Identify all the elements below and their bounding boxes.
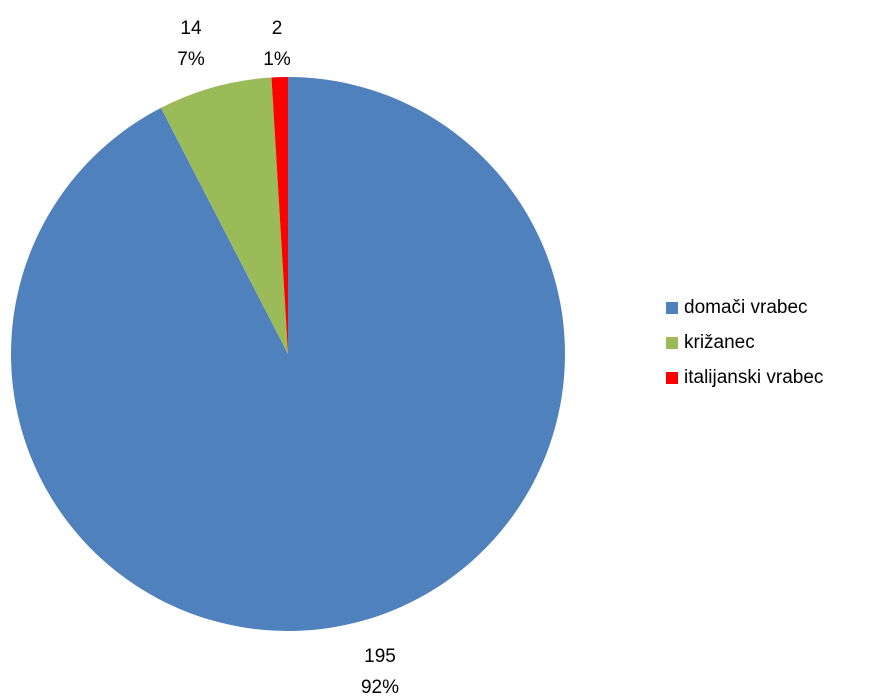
pie-slice-2 xyxy=(271,77,288,354)
legend-swatch xyxy=(666,371,678,384)
data-label-percent: 1% xyxy=(263,49,291,70)
legend-label: križanec xyxy=(684,331,755,353)
legend-item-krizanec: križanec xyxy=(666,325,823,360)
pie-slices xyxy=(10,77,565,631)
data-label-percent: 7% xyxy=(177,49,205,70)
legend-label: italijanski vrabec xyxy=(684,366,824,388)
data-label-percent: 92% xyxy=(361,677,399,696)
pie-slice-1 xyxy=(160,77,288,355)
legend-label: domači vrabec xyxy=(684,296,808,318)
data-label-value: 14 xyxy=(180,18,202,39)
legend-swatch xyxy=(666,301,678,314)
legend-item-italijanski-vrabec: italijanski vrabec xyxy=(666,360,823,395)
data-label-value: 2 xyxy=(272,18,283,39)
legend-swatch xyxy=(666,336,678,349)
data-labels: 195 92% 14 7% 2 1% xyxy=(177,18,399,696)
data-label-value: 195 xyxy=(364,646,396,667)
legend: domači vrabec križanec italijanski vrabe… xyxy=(666,290,823,395)
legend-item-domaci-vrabec: domači vrabec xyxy=(666,290,823,325)
